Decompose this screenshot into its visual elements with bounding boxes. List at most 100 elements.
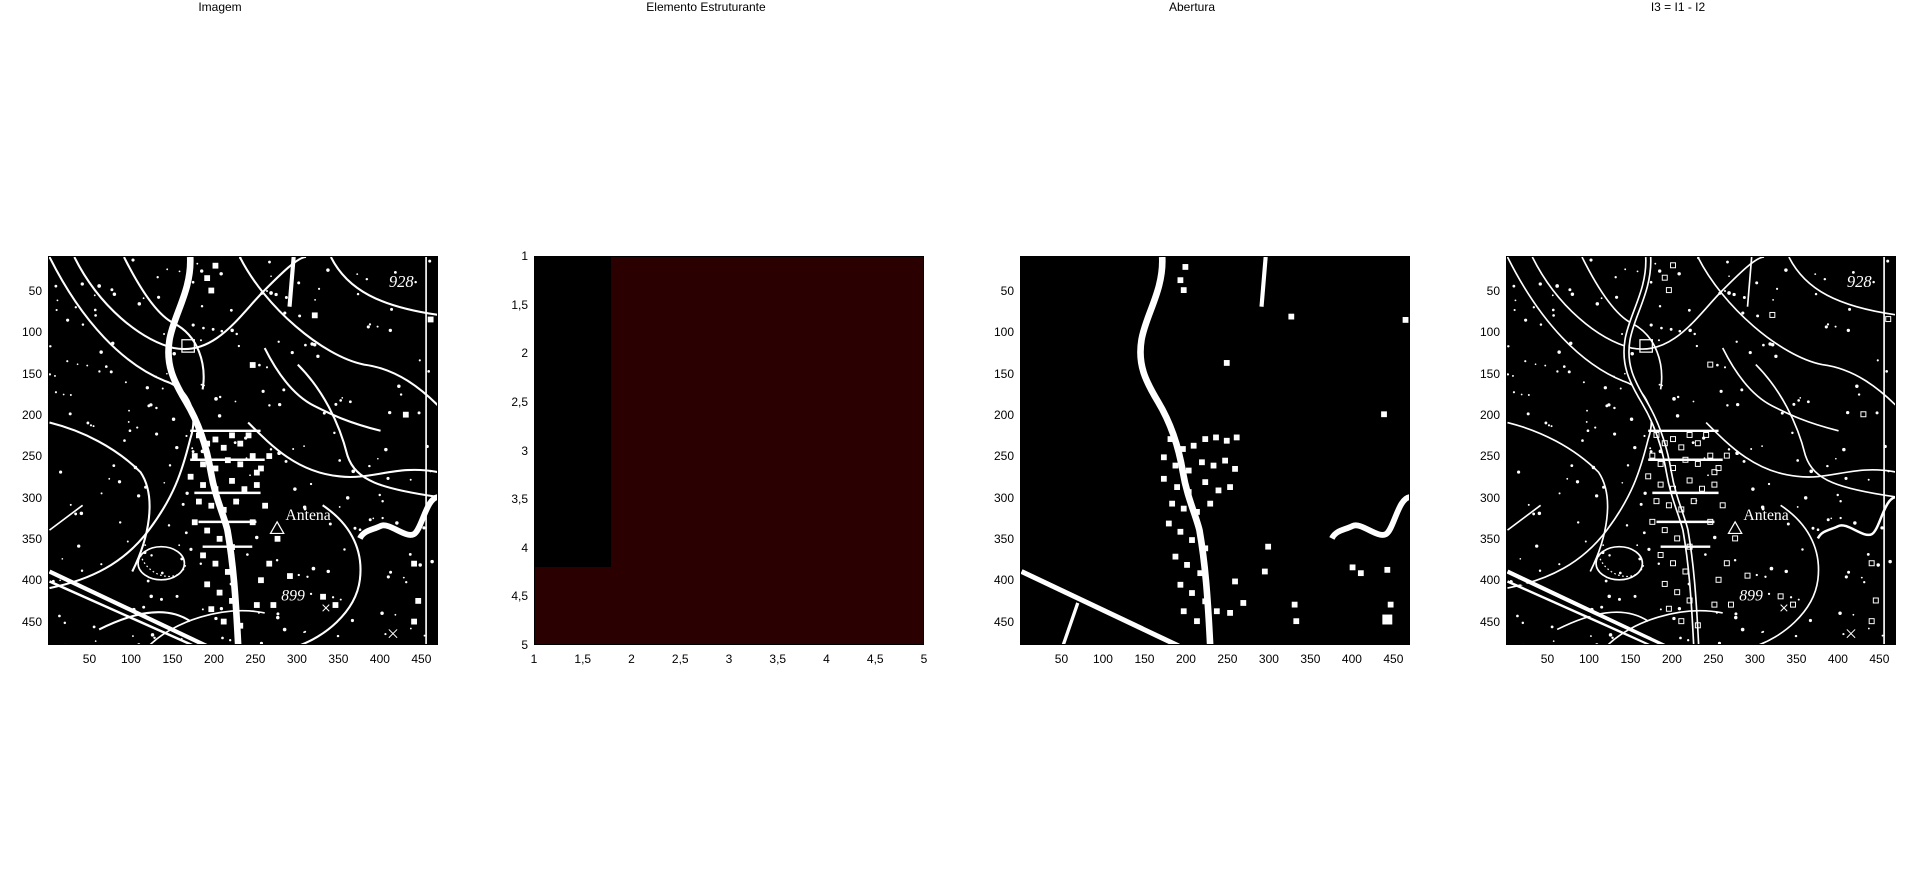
vegetation-dot (309, 592, 313, 596)
house-outline (1715, 576, 1722, 583)
vegetation-dot (217, 414, 222, 418)
house-block (200, 552, 206, 559)
y-tick-label: 100 (1479, 325, 1500, 340)
y-tick-label: 50 (28, 283, 42, 298)
vegetation-dot (159, 597, 163, 601)
vegetation-dot (1677, 607, 1682, 611)
vegetation-dot (56, 299, 59, 302)
map-label: 899 (1739, 587, 1763, 604)
contour-line (1788, 257, 1895, 316)
vegetation-dot (1524, 318, 1528, 322)
house-block (1182, 264, 1189, 270)
house-block (237, 461, 244, 468)
contour-line (1507, 421, 1609, 572)
vegetation-dot (93, 308, 97, 312)
vegetation-dot (246, 553, 249, 556)
vegetation-dot (1727, 291, 1731, 295)
house-outline (1657, 481, 1664, 488)
building-symbol (1639, 339, 1653, 353)
vegetation-dot (1797, 399, 1800, 402)
house-block (1357, 570, 1364, 577)
vegetation-dot (1675, 414, 1680, 418)
vegetation-dot (149, 403, 153, 407)
vegetation-dot (219, 272, 223, 276)
vegetation-dot (104, 365, 108, 368)
house-outline (1686, 431, 1693, 438)
vegetation-dot (1697, 257, 1700, 260)
vegetation-dot (191, 280, 195, 284)
house-outline (1686, 597, 1693, 604)
vegetation-dot (399, 393, 403, 396)
vegetation-dot (1846, 328, 1850, 333)
vegetation-dot (196, 262, 199, 265)
vegetation-dot (417, 411, 421, 415)
vegetation-dot (1603, 386, 1607, 390)
house-outline (1678, 444, 1685, 451)
vegetation-dot (1741, 311, 1745, 315)
highway-line (49, 580, 193, 644)
vegetation-dot (1748, 351, 1752, 355)
house-outline (1694, 440, 1701, 447)
house-outline (1707, 452, 1714, 459)
vegetation-dot (1823, 277, 1827, 281)
vegetation-dot (1872, 280, 1875, 284)
y-tick-label: 50 (1000, 283, 1014, 298)
house-block (402, 411, 409, 418)
contour-line (49, 421, 151, 572)
house-block (191, 453, 198, 459)
x-tick-label: 150 (1620, 652, 1641, 666)
vegetation-dot (229, 639, 232, 642)
y-tick-label: 250 (1479, 449, 1500, 464)
vegetation-dot (124, 381, 127, 384)
house-block (1210, 462, 1217, 469)
house-block (253, 469, 260, 476)
vegetation-dot (1751, 487, 1755, 491)
vegetation-dot (175, 445, 179, 450)
house-block (411, 560, 417, 567)
house-block (204, 581, 211, 588)
vegetation-dot (63, 621, 67, 625)
vegetation-dot (1586, 429, 1590, 433)
vegetation-dot (326, 268, 330, 272)
y-tick-label: 300 (993, 490, 1014, 505)
vegetation-dot (1780, 411, 1784, 415)
vegetation-dot (1886, 259, 1890, 263)
x-tick-label: 50 (82, 652, 97, 666)
vegetation-dot (1797, 598, 1800, 601)
y-tick-label: 200 (21, 407, 42, 422)
vegetation-dot (1887, 469, 1890, 473)
y-tick-label: 50 (1486, 283, 1500, 298)
house-block (415, 597, 422, 604)
vegetation-dot (1520, 393, 1523, 396)
vegetation-dot (386, 575, 390, 579)
house-block (1223, 360, 1230, 366)
house-outline (1686, 477, 1693, 484)
vegetation-dot (297, 281, 301, 285)
vegetation-dot (351, 469, 356, 474)
vegetation-dot (1839, 516, 1842, 520)
y-tick-label: 3 (521, 443, 528, 458)
north-road (1746, 257, 1753, 307)
vegetation-dot (336, 634, 340, 638)
vegetation-dot (1517, 470, 1521, 474)
x-tick-label: 300 (1744, 652, 1765, 666)
vegetation-dot (1657, 562, 1661, 565)
house-block (204, 527, 211, 534)
contour-line (1755, 364, 1895, 498)
house-block (1172, 462, 1179, 469)
house-outline (1661, 274, 1668, 281)
vegetation-dot (1847, 570, 1851, 574)
vegetation-dot (1567, 370, 1571, 374)
x-tick-label: 400 (369, 652, 390, 666)
vegetation-dot (1552, 640, 1555, 642)
house-block (1160, 454, 1167, 461)
map-label: 899 (281, 587, 305, 604)
vegetation-dot (1769, 566, 1774, 571)
house-outline (1723, 560, 1730, 567)
vegetation-dot (155, 406, 158, 410)
vegetation-dot (1590, 635, 1592, 637)
house-outline (1653, 431, 1660, 438)
vegetation-dot (110, 341, 115, 346)
vegetation-dot (1755, 281, 1759, 285)
vegetation-dot (1839, 500, 1842, 503)
